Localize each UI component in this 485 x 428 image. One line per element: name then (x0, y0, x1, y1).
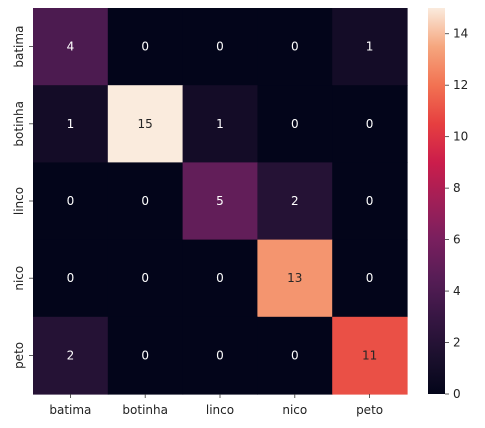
cell-label-batima-nico: 0 (291, 40, 299, 54)
x-tick-label-peto: peto (356, 403, 383, 417)
cell-label-peto-batima: 2 (67, 348, 75, 362)
x-axis: batima botinha linco nico peto (49, 394, 383, 417)
heatmap-cell-linco-batima (33, 162, 109, 241)
cell-label-botinha-nico: 0 (291, 117, 299, 131)
cell-label-linco-nico: 2 (291, 194, 299, 208)
heatmap-cell-nico-nico (257, 239, 333, 318)
heatmap-cell-peto-batima (33, 316, 109, 395)
y-tick-label-batima: batima (12, 26, 26, 68)
colorbar-tick-label: 14 (453, 27, 468, 41)
y-tick-label-nico: nico (12, 266, 26, 291)
heatmap-cell-nico-peto (332, 239, 408, 318)
heatmap-cell-linco-botinha (107, 162, 184, 241)
heatmap-cell-peto-peto (332, 316, 408, 395)
colorbar-tick-label: 4 (453, 284, 461, 298)
x-tick-label-nico: nico (282, 403, 307, 417)
y-tick-label-linco: linco (12, 187, 26, 215)
x-tick-label-botinha: botinha (122, 403, 168, 417)
cell-label-peto-botinha: 0 (141, 348, 149, 362)
y-tick-label-peto: peto (12, 342, 26, 369)
heatmap-cell-batima-botinha (107, 8, 184, 86)
cell-label-nico-batima: 0 (67, 271, 75, 285)
heatmap-cell-batima-peto (332, 8, 408, 86)
x-tick-label-batima: batima (49, 403, 91, 417)
cell-label-linco-botinha: 0 (141, 194, 149, 208)
x-tick-label-linco: linco (206, 403, 234, 417)
heatmap-cell-botinha-linco (182, 85, 258, 163)
cell-label-nico-linco: 0 (216, 271, 224, 285)
cell-label-peto-peto: 11 (362, 348, 377, 362)
colorbar-tick-label: 6 (453, 233, 461, 247)
heatmap-annotations: 4 0 0 0 11 15 1 0 00 0 5 2 00 0 0 13 02 0 0 0 11 (67, 40, 378, 363)
heatmap-cell-peto-botinha (107, 316, 184, 395)
heatmap-cell-batima-linco (182, 8, 258, 86)
cell-label-nico-nico: 13 (287, 271, 302, 285)
heatmap-cell-botinha-batima (33, 85, 109, 163)
cell-label-botinha-botinha: 15 (138, 117, 153, 131)
heatmap-cell-linco-peto (332, 162, 408, 241)
cell-label-linco-linco: 5 (216, 194, 224, 208)
heatmap-cell-linco-linco (182, 162, 258, 241)
cell-label-linco-peto: 0 (366, 194, 374, 208)
cell-label-nico-botinha: 0 (141, 271, 149, 285)
heatmap-cell-batima-batima (33, 8, 109, 86)
heatmap-cells (33, 8, 408, 395)
cell-label-linco-batima: 0 (67, 194, 75, 208)
colorbar-tick-label: 0 (453, 387, 461, 401)
heatmap-cell-botinha-nico (257, 85, 333, 163)
cell-label-botinha-linco: 1 (216, 117, 224, 131)
cell-label-batima-linco: 0 (216, 40, 224, 54)
heatmap-cell-peto-linco (182, 316, 258, 395)
heatmap-cell-nico-batima (33, 239, 109, 318)
colorbar: 0 2 4 6 8 10 12 14 (428, 8, 468, 401)
heatmap-cell-nico-linco (182, 239, 258, 318)
cell-label-peto-nico: 0 (291, 348, 299, 362)
heatmap-cell-linco-nico (257, 162, 333, 241)
y-tick-label-botinha: botinha (12, 101, 26, 147)
cell-label-botinha-batima: 1 (67, 117, 75, 131)
cell-label-botinha-peto: 0 (366, 117, 374, 131)
heatmap-cell-botinha-peto (332, 85, 408, 163)
colorbar-gradient (428, 8, 445, 394)
colorbar-tick-label: 2 (453, 336, 461, 350)
colorbar-tick-label: 10 (453, 130, 468, 144)
cell-label-peto-linco: 0 (216, 348, 224, 362)
cell-label-batima-peto: 1 (366, 40, 374, 54)
colorbar-tick-label: 8 (453, 181, 461, 195)
cell-label-batima-batima: 4 (67, 40, 75, 54)
cell-label-nico-peto: 0 (366, 271, 374, 285)
heatmap-cell-peto-nico (257, 316, 333, 395)
y-axis: batima botinha linco nico peto (12, 26, 33, 369)
heatmap-cell-botinha-botinha (107, 85, 184, 163)
colorbar-tick-label: 12 (453, 78, 468, 92)
cell-label-batima-botinha: 0 (141, 40, 149, 54)
heatmap-cell-nico-botinha (107, 239, 184, 318)
heatmap-cell-batima-nico (257, 8, 333, 86)
